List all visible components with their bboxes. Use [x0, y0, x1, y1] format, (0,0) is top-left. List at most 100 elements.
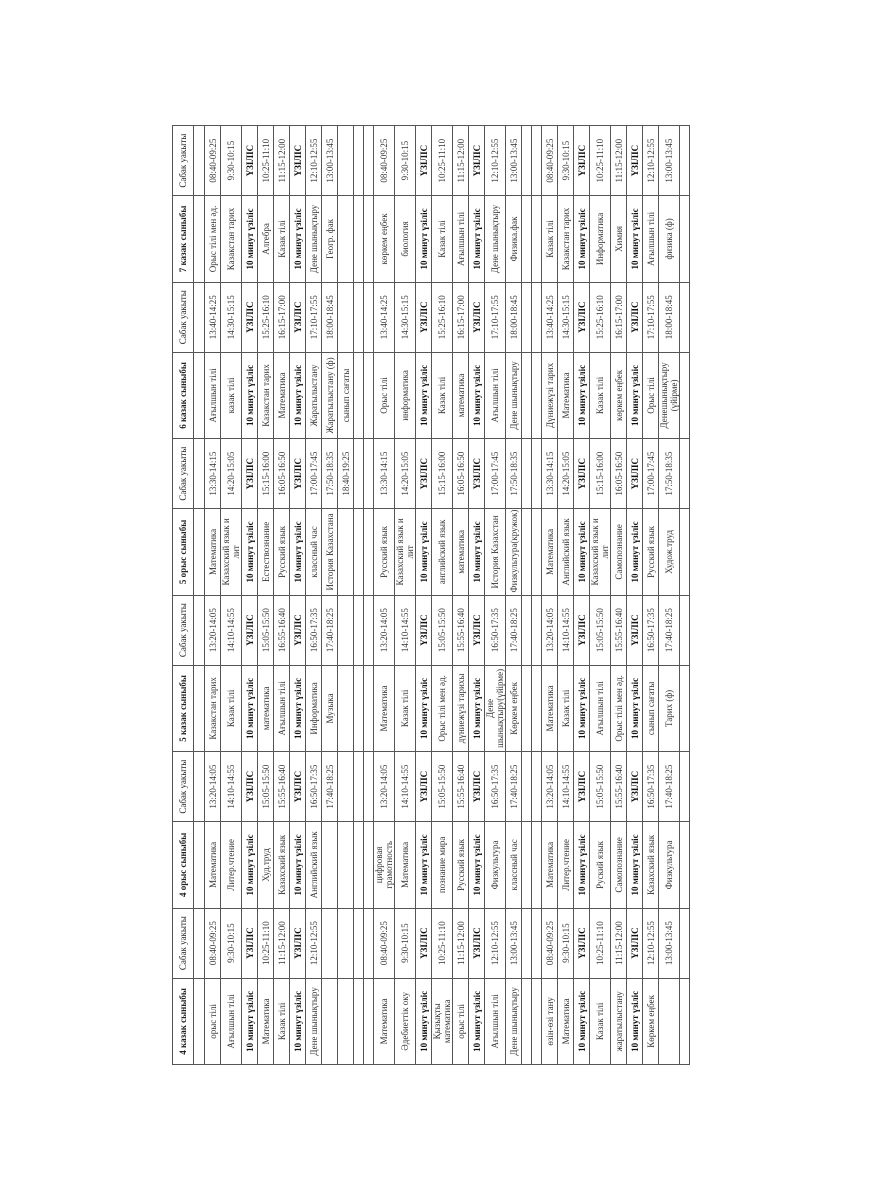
subject-cell: [531, 821, 542, 909]
subject-cell: [363, 508, 374, 596]
table-row: Әдебиеттік оку 9:30-10:15 Математика 14:10-…: [394, 125, 416, 1065]
subject-cell: Русский язык: [373, 508, 395, 596]
lesson-time-cell: 15:15-16:00: [257, 438, 274, 509]
subject-cell: 6 казак сыныбы: [172, 352, 194, 439]
lesson-time-cell: 14:10-14:55: [394, 595, 416, 666]
lesson-time-cell: 14:30-15:15: [220, 282, 242, 353]
subject-cell: Русский язык: [273, 508, 290, 596]
subject-cell: [193, 821, 205, 909]
lesson-time-cell: [337, 908, 354, 979]
subject-cell: Казакстан тарих: [204, 665, 221, 752]
subject-cell: дүниежүзі тарихы: [452, 665, 469, 752]
lesson-time-cell: [679, 282, 690, 353]
lesson-time-cell: 18:00-18:45: [658, 282, 680, 353]
table-row: Ағылшын тілі 9:30-10:15 Литер.чтение 14:10-…: [220, 125, 242, 1065]
subject-cell: 10 минут үзіліс: [241, 352, 258, 439]
lesson-time-cell: Сабак уакыты: [172, 751, 194, 822]
subject-cell: 5 орыс сыныбы: [172, 508, 194, 596]
lesson-time-cell: 16:50-17:35: [484, 751, 506, 822]
lesson-time-cell: ҮЗІЛІС: [241, 438, 258, 509]
subject-cell: Ағылшын тілі: [273, 665, 290, 752]
lesson-time-cell: 13:20-14:05: [541, 595, 558, 666]
subject-cell: 10 минут үзіліс: [241, 195, 258, 283]
table-row: Қызықты математика 10:25-11:10 познание ми…: [431, 125, 453, 1065]
subject-cell: Казахский язык и лит: [220, 508, 242, 596]
lesson-time-cell: 14:30-15:15: [557, 282, 574, 353]
lesson-time-cell: 10:25-11:10: [589, 908, 611, 979]
subject-cell: 10 минут үзіліс: [241, 665, 258, 752]
subject-cell: Математика: [257, 978, 274, 1065]
lesson-time-cell: 17:40-18:25: [505, 595, 522, 666]
subject-cell: [363, 195, 374, 283]
subject-cell: 10 минут үзіліс: [573, 978, 590, 1065]
subject-cell: 7 казак сыныбы: [172, 195, 194, 283]
subject-cell: 10 минут үзіліс: [468, 665, 485, 752]
subject-cell: [679, 195, 690, 283]
table-row: 18:40-19:25 сынып сағаты: [337, 125, 354, 1065]
schedule-table: 4 казак сыныбы Сабак уакыты 4 орыс сыныбы С…: [172, 125, 690, 1065]
header-row: 4 казак сыныбы Сабак уакыты 4 орыс сыныбы С…: [172, 125, 194, 1065]
subject-cell: 10 минут үзіліс: [573, 508, 590, 596]
lesson-time-cell: [337, 595, 354, 666]
subject-cell: [363, 821, 374, 909]
subject-cell: 10 минут үзіліс: [289, 821, 306, 909]
subject-cell: Орыс тілі мен әд.: [431, 665, 453, 752]
lesson-time-cell: ҮЗІЛІС: [289, 751, 306, 822]
subject-cell: 10 минут үзіліс: [626, 665, 643, 752]
lesson-time-cell: 9:30-10:15: [394, 125, 416, 196]
subject-cell: Ағылшын тілі: [452, 195, 469, 283]
lesson-time-cell: 11:15-12:00: [273, 125, 290, 196]
subject-cell: [363, 665, 374, 752]
subject-cell: 10 минут үзіліс: [415, 665, 432, 752]
lesson-time-cell: 16:15-17:00: [610, 282, 627, 353]
lesson-time-cell: ҮЗІЛІС: [468, 438, 485, 509]
subject-cell: История Казахстана: [321, 508, 338, 596]
lesson-time-cell: [531, 751, 542, 822]
subject-cell: 10 минут үзіліс: [241, 821, 258, 909]
subject-cell: 10 минут үзіліс: [573, 195, 590, 283]
lesson-time-cell: 17:50-18:35: [505, 438, 522, 509]
lesson-time-cell: 9:30-10:15: [220, 908, 242, 979]
subject-cell: Дене шынықтыру: [305, 978, 322, 1065]
lesson-time-cell: [353, 908, 364, 979]
lesson-time-cell: 17:40-18:25: [658, 595, 680, 666]
lesson-time-cell: 17:50-18:35: [321, 438, 338, 509]
lesson-time-cell: 18:00-18:45: [505, 282, 522, 353]
lesson-time-cell: 15:55-16:40: [452, 751, 469, 822]
subject-cell: [353, 508, 364, 596]
subject-cell: Худ.труд: [257, 821, 274, 909]
lesson-time-cell: 08:40-09:25: [541, 908, 558, 979]
lesson-time-cell: 17:10-17:55: [642, 282, 659, 353]
lesson-time-cell: [679, 125, 690, 196]
block-separator-row: [521, 125, 532, 1065]
table-row: Математика 10:25-11:10 Худ.труд 15:05-15:50…: [257, 125, 274, 1065]
subject-cell: [521, 821, 532, 909]
subject-cell: Математика: [541, 508, 558, 596]
lesson-time-cell: 14:10-14:55: [557, 751, 574, 822]
subject-cell: Физкультура(кружок): [505, 508, 522, 596]
lesson-time-cell: 15:05-15:50: [431, 751, 453, 822]
lesson-time-cell: 16:05-16:50: [610, 438, 627, 509]
subject-cell: 10 минут үзіліс: [289, 195, 306, 283]
lesson-time-cell: 15:25-16:10: [589, 282, 611, 353]
lesson-time-cell: [521, 282, 532, 353]
subject-cell: математика: [452, 352, 469, 439]
lesson-time-cell: [679, 908, 690, 979]
lesson-time-cell: 08:40-09:25: [204, 125, 221, 196]
lesson-time-cell: ҮЗІЛІС: [468, 125, 485, 196]
lesson-time-cell: ҮЗІЛІС: [415, 595, 432, 666]
subject-cell: [521, 195, 532, 283]
lesson-time-cell: Сабак уакыты: [172, 282, 194, 353]
subject-cell: Әдебиеттік оку: [394, 978, 416, 1065]
lesson-time-cell: 15:05-15:50: [431, 595, 453, 666]
subject-cell: [363, 978, 374, 1065]
lesson-time-cell: [531, 595, 542, 666]
lesson-time-cell: [353, 751, 364, 822]
lesson-time-cell: [353, 438, 364, 509]
lesson-time-cell: 15:15-16:00: [589, 438, 611, 509]
lesson-time-cell: ҮЗІЛІС: [289, 282, 306, 353]
subject-cell: Математика: [541, 821, 558, 909]
subject-cell: Дүниежүзі тарих: [541, 352, 558, 439]
lesson-time-cell: ҮЗІЛІС: [415, 751, 432, 822]
subject-cell: [321, 821, 338, 909]
